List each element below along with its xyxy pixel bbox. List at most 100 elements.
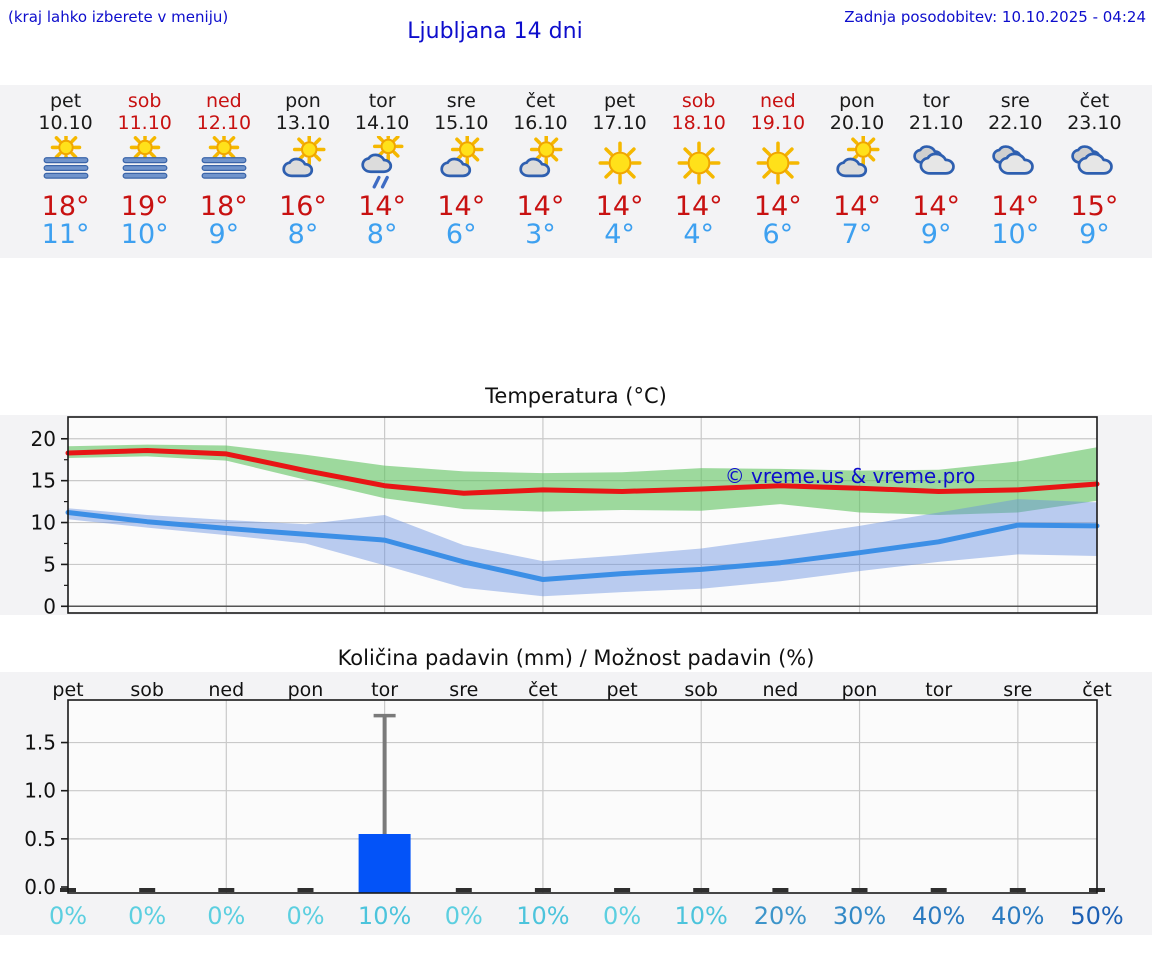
rain-zero-stub bbox=[218, 888, 235, 892]
sunny-icon bbox=[598, 141, 642, 185]
forecast-day: pon 20.10 14° 7° bbox=[817, 91, 896, 258]
rain-day-label: tor bbox=[925, 679, 952, 701]
rain-zero-stub bbox=[772, 888, 789, 892]
low-temp: 4° bbox=[604, 219, 635, 250]
rain-bar bbox=[358, 834, 411, 893]
rain-shower-icon bbox=[343, 134, 422, 192]
day-date: 11.10 bbox=[117, 112, 172, 134]
day-name: pon bbox=[285, 90, 321, 112]
day-date: 20.10 bbox=[829, 112, 885, 134]
rain-day-label: pon bbox=[842, 679, 878, 701]
low-temp: 8° bbox=[366, 219, 398, 250]
precip-probability: 0% bbox=[445, 902, 483, 930]
day-date: 21.10 bbox=[908, 112, 964, 134]
day-name: čet bbox=[1079, 90, 1110, 112]
day-date: 19.10 bbox=[750, 112, 806, 134]
low-temp: 11° bbox=[41, 219, 90, 250]
rain-day-label: ned bbox=[208, 679, 244, 701]
precip-probability: 0% bbox=[603, 902, 641, 930]
high-temp: 14° bbox=[595, 191, 644, 222]
day-name: sob bbox=[681, 90, 716, 112]
day-date: 17.10 bbox=[592, 112, 647, 134]
forecast-day: sre 15.10 14° 6° bbox=[422, 91, 501, 258]
precip-probability: 0% bbox=[128, 902, 166, 930]
rain-day-label: pet bbox=[52, 679, 83, 701]
rain-day-label: pet bbox=[606, 679, 637, 701]
day-name: pon bbox=[839, 90, 875, 112]
partly-cloudy-icon bbox=[282, 136, 326, 178]
forecast-day: pet 17.10 14° 4° bbox=[580, 91, 659, 258]
rain-ytick-label: 1.0 bbox=[24, 779, 56, 803]
fog-sun-icon bbox=[184, 134, 263, 192]
temp-ytick-label: 10 bbox=[31, 511, 56, 535]
day-date: 18.10 bbox=[671, 112, 726, 134]
day-name: ned bbox=[759, 90, 796, 112]
day-name: čet bbox=[525, 90, 556, 112]
forecast-day: sob 18.10 14° 4° bbox=[659, 91, 738, 258]
rain-chart-title: Količina padavin (mm) / Možnost padavin … bbox=[337, 646, 815, 670]
fog-sun-icon bbox=[122, 136, 168, 179]
partly-cloudy-icon bbox=[519, 136, 563, 178]
day-date: 13.10 bbox=[275, 112, 331, 134]
rain-day-label: sob bbox=[130, 679, 164, 701]
day-name: ned bbox=[205, 90, 242, 112]
precip-probability: 0% bbox=[49, 902, 87, 930]
precip-probability: 0% bbox=[286, 902, 324, 930]
rain-day-label: čet bbox=[528, 679, 558, 701]
high-temp: 14° bbox=[833, 191, 881, 222]
forecast-day: sob 11.10 19° 10° bbox=[105, 91, 184, 258]
precip-probability: 30% bbox=[833, 902, 886, 930]
sunny-icon bbox=[677, 141, 721, 185]
day-date: 15.10 bbox=[434, 112, 489, 134]
high-temp: 14° bbox=[674, 191, 723, 222]
rain-ytick-label: 1.5 bbox=[24, 731, 56, 755]
day-name: tor bbox=[368, 90, 396, 112]
high-temp: 18° bbox=[41, 191, 90, 222]
high-temp: 14° bbox=[753, 191, 802, 222]
rain-zero-stub bbox=[614, 888, 631, 892]
rain-day-label: čet bbox=[1082, 679, 1112, 701]
last-update-timestamp: Zadnja posodobitev: 10.10.2025 - 04:24 bbox=[844, 8, 1146, 26]
day-date: 10.10 bbox=[38, 112, 93, 134]
low-temp: 10° bbox=[120, 219, 169, 250]
high-temp: 14° bbox=[516, 191, 565, 222]
max-temp-line bbox=[65, 448, 1100, 496]
forecast-day: ned 12.10 18° 9° bbox=[184, 91, 263, 258]
day-name: pet bbox=[603, 90, 636, 112]
low-temp: 4° bbox=[683, 219, 715, 250]
rain-ytick-label: 0.0 bbox=[24, 875, 56, 899]
rain-zero-stub bbox=[693, 888, 710, 892]
page-title: Ljubljana 14 dni bbox=[407, 19, 583, 44]
cloudy-icon bbox=[897, 134, 976, 192]
high-temp: 14° bbox=[991, 191, 1040, 222]
min-temp-band bbox=[68, 499, 1097, 597]
forecast-day: tor 21.10 14° 9° bbox=[897, 91, 976, 258]
rain-day-label: pon bbox=[288, 679, 324, 701]
rain-day-label: sre bbox=[1003, 679, 1032, 701]
day-date: 22.10 bbox=[988, 112, 1043, 134]
partly-cloudy-icon bbox=[263, 134, 342, 192]
rain-shower-icon bbox=[361, 136, 404, 189]
watermark-link[interactable]: © vreme.us & vreme.pro bbox=[725, 464, 976, 488]
sunny-icon bbox=[756, 141, 800, 185]
precip-probability: 20% bbox=[754, 902, 807, 930]
rain-day-label: sob bbox=[684, 679, 718, 701]
precip-probability: 10% bbox=[358, 902, 411, 930]
forecast-day: čet 23.10 15° 9° bbox=[1055, 91, 1134, 258]
low-temp: 8° bbox=[287, 219, 319, 250]
partly-cloudy-icon bbox=[501, 134, 580, 192]
partly-cloudy-icon bbox=[422, 134, 501, 192]
high-temp: 19° bbox=[120, 191, 169, 222]
rain-ytick-label: 0.5 bbox=[24, 827, 56, 851]
low-temp: 9° bbox=[208, 219, 240, 250]
day-name: sre bbox=[1000, 90, 1030, 112]
cloudy-icon bbox=[992, 145, 1035, 175]
high-temp: 18° bbox=[199, 191, 248, 222]
high-temp: 14° bbox=[912, 191, 961, 222]
cloudy-icon bbox=[913, 145, 955, 175]
sunny-icon bbox=[580, 134, 659, 192]
day-date: 14.10 bbox=[354, 112, 410, 134]
forecast-day: pon 13.10 16° 8° bbox=[263, 91, 342, 258]
cloudy-icon bbox=[1055, 134, 1134, 192]
low-temp: 3° bbox=[525, 219, 556, 250]
